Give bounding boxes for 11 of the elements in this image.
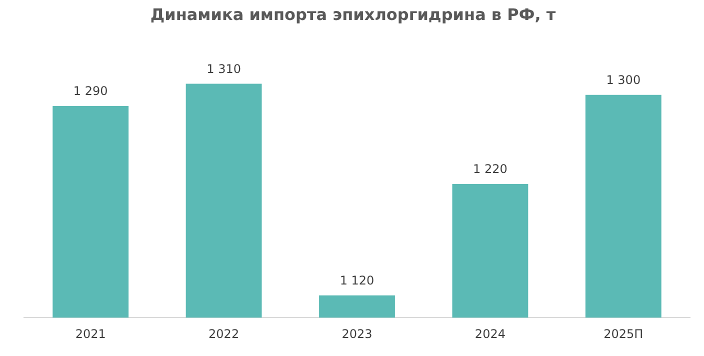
data-label: 1 290	[73, 84, 108, 98]
data-label: 1 120	[340, 273, 374, 288]
chart-title: Динамика импорта эпихлоргидрина в РФ, т	[150, 4, 556, 24]
data-label: 1 220	[473, 162, 508, 176]
data-label: 1 300	[606, 73, 641, 88]
x-tick-label: 2024	[474, 326, 506, 341]
x-tick-label: 2025П	[604, 326, 644, 341]
x-tick-label: 2023	[342, 326, 372, 341]
data-label: 1 310	[206, 62, 241, 76]
x-tick-label: 2021	[75, 326, 106, 341]
x-tick-label: 2022	[208, 326, 240, 341]
